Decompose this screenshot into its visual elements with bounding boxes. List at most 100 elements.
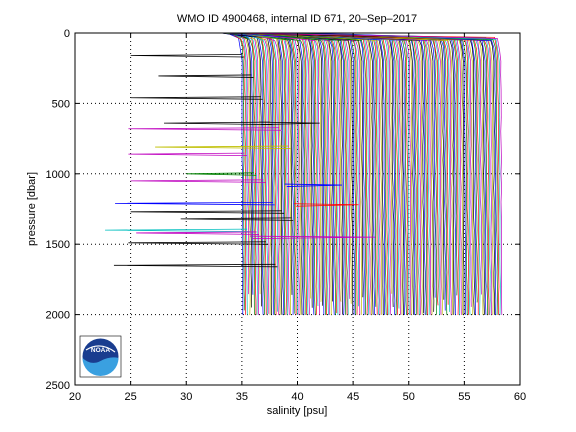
y-tick-label: 2000 [46, 310, 70, 322]
profile-line [244, 32, 477, 315]
profile-line [229, 32, 329, 315]
profile-line [233, 32, 413, 315]
spike-line [163, 121, 273, 126]
profile-line [240, 32, 488, 315]
profile-line [234, 32, 377, 307]
profile-line [230, 32, 302, 315]
profile-line [221, 32, 273, 315]
profile-line [240, 32, 386, 315]
profile-line [230, 32, 252, 308]
profile-line [239, 32, 315, 315]
profile-line [255, 32, 487, 315]
profile-line [241, 32, 384, 315]
y-tick-label: 0 [64, 28, 70, 40]
profile-line [244, 32, 482, 295]
profile-line [230, 32, 267, 315]
x-tick-label: 25 [125, 391, 137, 403]
profile-line [228, 32, 251, 315]
spike-line [128, 241, 269, 245]
profile-line [242, 32, 420, 315]
profile-line [239, 32, 261, 295]
profile-line [229, 32, 409, 315]
x-tick-label: 45 [347, 391, 359, 403]
profile-line [233, 32, 255, 315]
plot-area: 20 25 30 35 40 45 50 55 60 0 500 1000 1500 2000 2500 [46, 28, 527, 403]
profile-line [243, 32, 277, 315]
spike-line [249, 235, 376, 240]
profile-line [223, 32, 309, 315]
spike-line [128, 127, 282, 131]
profile-line [250, 32, 341, 315]
profile-line [221, 32, 292, 315]
profile-line [232, 32, 478, 303]
profile-line [226, 32, 394, 307]
profile-line [247, 32, 283, 315]
spike-line [115, 201, 275, 206]
profile-line [244, 32, 500, 315]
profile-line [245, 32, 276, 315]
profile-line [235, 32, 280, 315]
profile-line [251, 32, 351, 299]
profile-line [242, 32, 439, 306]
profile-line [229, 32, 359, 307]
profile-line [244, 32, 348, 315]
y-axis-label: pressure [dbar] [26, 172, 38, 246]
profile-line [241, 32, 410, 315]
profile-line [224, 32, 290, 315]
x-tick-label: 20 [69, 391, 81, 403]
profile-line [234, 32, 265, 315]
profile-line [242, 32, 430, 315]
profile-line [231, 32, 393, 294]
profile-line [228, 32, 438, 315]
spike-line [158, 74, 254, 78]
profile-line [235, 32, 274, 315]
profile-line [238, 32, 305, 315]
profile-line [231, 32, 352, 304]
profile-line [223, 32, 245, 311]
profile-line [244, 32, 435, 312]
y-tick-label: 2500 [46, 380, 70, 392]
profile-line [247, 32, 449, 305]
profile-line [226, 32, 248, 315]
profile-line [245, 32, 344, 315]
profile-line [246, 32, 388, 315]
profile-line [249, 32, 498, 315]
profile-line [229, 32, 387, 315]
profile-line [246, 32, 475, 315]
profile-line [237, 32, 375, 315]
spike-line [284, 183, 343, 187]
profile-line [232, 32, 300, 315]
profile-line [236, 32, 459, 315]
profile-line [232, 32, 294, 315]
profile-line [247, 32, 440, 315]
spike-line [130, 179, 266, 183]
profile-line [226, 32, 325, 315]
profile-line [246, 32, 373, 315]
profile-line [224, 32, 247, 315]
profile-line [227, 32, 380, 315]
profile-line [234, 32, 503, 315]
profile-line [244, 32, 416, 315]
profile-line [248, 32, 485, 315]
profile-line [227, 32, 264, 315]
profile-line [232, 32, 299, 315]
profile-line [255, 32, 497, 315]
profile-line [231, 32, 296, 314]
x-axis-ticks: 20 25 30 35 40 45 50 55 60 [69, 33, 526, 403]
profile-line [229, 32, 326, 315]
profile-line [235, 32, 303, 315]
profile-line [237, 32, 383, 315]
profile-line [254, 32, 422, 315]
profile-line [246, 32, 293, 295]
profile-line [226, 32, 263, 307]
profile-line [240, 32, 436, 298]
spike-line [113, 263, 278, 268]
spike-line [130, 54, 245, 58]
profile-line [236, 32, 357, 315]
profile-line [254, 32, 411, 315]
profile-line [239, 32, 448, 315]
profile-line [248, 32, 345, 315]
spike-line [136, 231, 259, 235]
x-tick-label: 50 [403, 391, 415, 403]
